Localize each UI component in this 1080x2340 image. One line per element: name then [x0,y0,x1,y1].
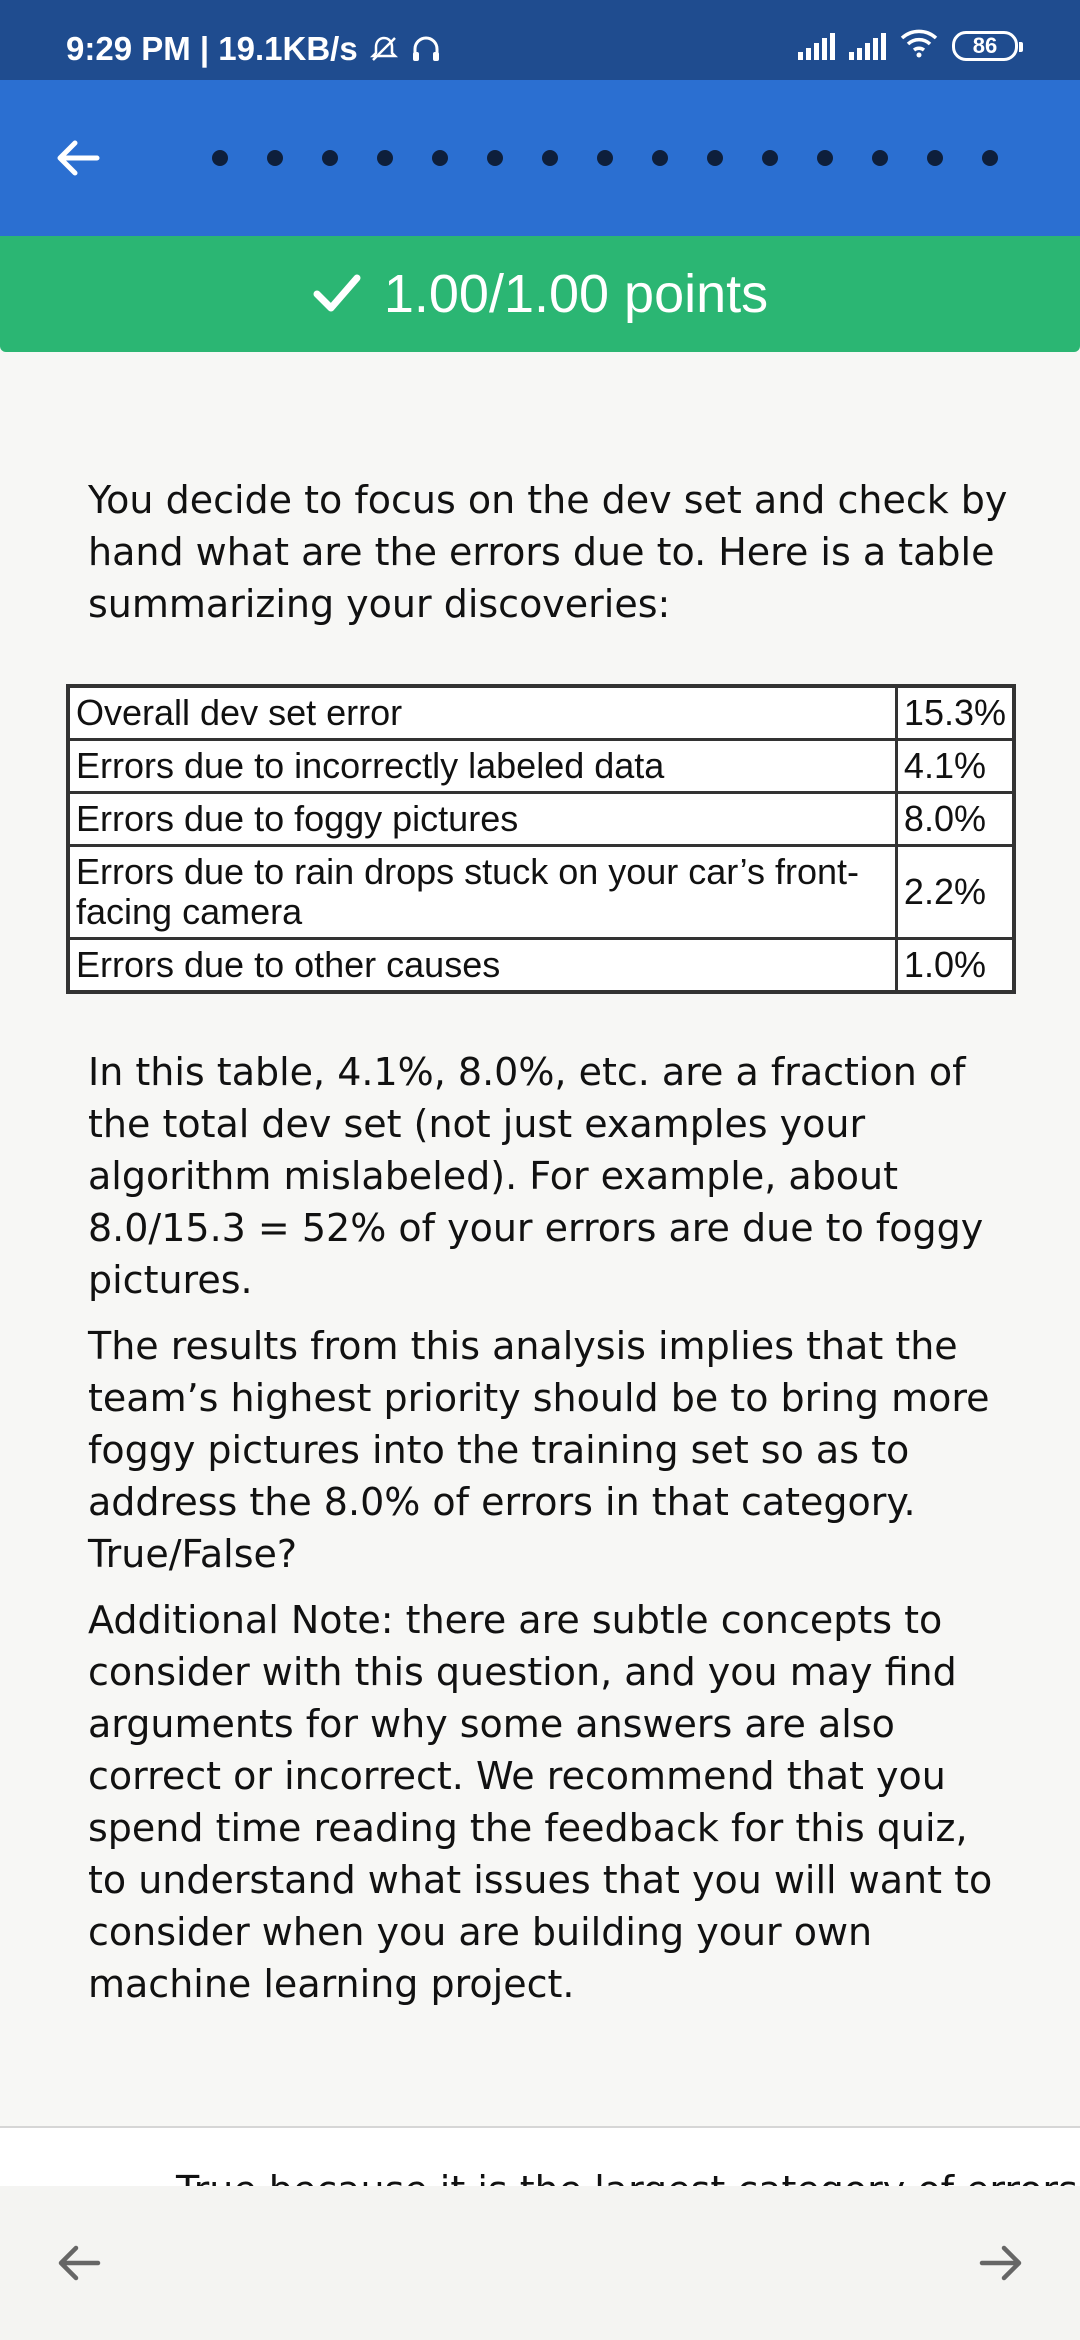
progress-dot[interactable] [817,150,833,166]
table-row: Errors due to rain drops stuck on your c… [66,844,1016,940]
progress-dot[interactable] [597,150,613,166]
progress-dot[interactable] [927,150,943,166]
status-time: 9:29 PM | 19.1KB/s [66,30,358,67]
progress-dot[interactable] [432,150,448,166]
question-prompt: The results from this analysis implies t… [88,1324,990,1576]
arrow-left-icon [57,140,100,176]
table-row: Errors due to other causes 1.0% [66,937,1016,994]
table-cell-label: Errors due to rain drops stuck on your c… [66,844,898,940]
table-cell-label: Errors due to incorrectly labeled data [66,738,898,794]
checkmark-icon [313,274,361,312]
signal-icon [798,32,835,60]
score-banner: 1.00/1.00 points [0,236,1080,352]
answer-option[interactable]: True because it is the largest category … [0,2126,1080,2186]
table-cell-value: 1.0% [894,937,1016,994]
progress-dot[interactable] [487,150,503,166]
alarm-off-icon [368,33,400,65]
table-cell-value: 2.2% [894,844,1016,940]
error-table: Overall dev set error 15.3% Errors due t… [66,684,1016,994]
status-left: 9:29 PM | 19.1KB/s [66,30,442,68]
progress-dot[interactable] [322,150,338,166]
score-text: 1.00/1.00 points [383,264,769,324]
table-cell-value: 15.3% [894,684,1016,741]
back-button[interactable] [40,120,116,196]
battery-icon: 86 [952,30,1023,61]
table-cell-label: Overall dev set error [66,684,898,741]
table-cell-value: 8.0% [894,791,1016,847]
progress-dot[interactable] [377,150,393,166]
headset-icon [410,33,442,65]
signal-icon [849,32,886,60]
table-cell-label: Errors due to foggy pictures [66,791,898,847]
progress-dot[interactable] [872,150,888,166]
progress-dot[interactable] [982,150,998,166]
status-right: 86 [798,28,1023,63]
progress-dot[interactable] [542,150,558,166]
bottom-nav [0,2186,1080,2340]
table-row: Errors due to incorrectly labeled data 4… [66,738,1016,794]
previous-button[interactable] [44,2228,114,2298]
table-cell-value: 4.1% [894,738,1016,794]
progress-dot[interactable] [762,150,778,166]
table-row: Errors due to foggy pictures 8.0% [66,791,1016,847]
wifi-icon [900,28,938,63]
progress-dot[interactable] [707,150,723,166]
progress-dot[interactable] [212,150,228,166]
progress-dot[interactable] [267,150,283,166]
answer-option-text: True because it is the largest category … [176,2168,1078,2186]
progress-dot[interactable] [652,150,668,166]
progress-dots [212,150,998,166]
additional-note: Additional Note: there are subtle concep… [88,1598,993,2006]
arrow-left-icon [58,2245,101,2281]
table-cell-label: Errors due to other causes [66,937,898,994]
explanation-text: In this table, 4.1%, 8.0%, etc. are a fr… [88,1050,984,1302]
arrow-right-icon [979,2245,1022,2281]
app-bar [0,80,1080,236]
question-intro: You decide to focus on the dev set and c… [88,478,1008,626]
table-row: Overall dev set error 15.3% [66,684,1016,741]
status-bar: 9:29 PM | 19.1KB/s 86 [0,0,1080,80]
battery-level: 86 [972,32,998,58]
next-button[interactable] [966,2228,1036,2298]
